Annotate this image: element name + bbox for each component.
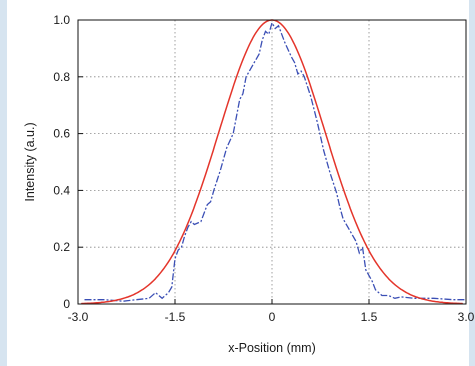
x-tick-label: -3.0 [68, 310, 89, 324]
ticks: -3.0 -1.5 0 1.5 3.0 0 0.2 0.4 0.6 0.8 1.0 [53, 13, 474, 324]
y-tick-label: 1.0 [53, 13, 70, 27]
y-tick-label: 0 [63, 297, 70, 311]
chart-panel [7, 0, 469, 366]
y-tick-label: 0.6 [53, 127, 70, 141]
x-tick-label: 1.5 [361, 310, 378, 324]
x-tick-label: -1.5 [165, 310, 186, 324]
x-axis-label: x-Position (mm) [228, 341, 316, 355]
x-tick-label: 3.0 [458, 310, 475, 324]
series-layer [81, 19, 466, 305]
y-tick-label: 0.8 [53, 70, 70, 84]
measured-profile-line [84, 21, 466, 302]
y-axis-label: Intensity (a.u.) [23, 122, 37, 201]
y-tick-label: 0.4 [53, 183, 70, 197]
y-tick-label: 0.2 [53, 240, 70, 254]
x-tick-label: 0 [269, 310, 276, 324]
grid [78, 20, 466, 304]
